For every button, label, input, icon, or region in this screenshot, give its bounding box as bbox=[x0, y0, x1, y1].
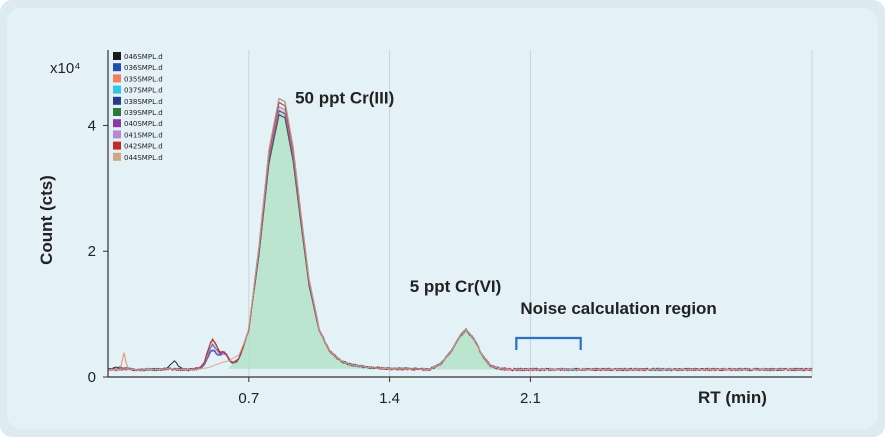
x-tick-label: 2.1 bbox=[520, 390, 541, 407]
x-axis-title: RT (min) bbox=[698, 388, 767, 407]
legend-label: 039SMPL.d bbox=[124, 109, 163, 117]
legend-label: 036SMPL.d bbox=[124, 64, 163, 72]
noise-region-bracket bbox=[515, 336, 582, 351]
legend-swatch bbox=[113, 119, 121, 128]
y-multiplier-label: x10⁴ bbox=[50, 60, 81, 77]
axes bbox=[107, 50, 812, 378]
y-tick-label: 2 bbox=[88, 243, 96, 260]
legend-label: 041SMPL.d bbox=[124, 131, 163, 139]
legend-swatch bbox=[113, 63, 121, 72]
chart-panel bbox=[7, 8, 878, 429]
peak-fill bbox=[228, 106, 501, 370]
series-lines bbox=[107, 97, 813, 372]
legend-swatch bbox=[113, 85, 121, 94]
peak-fill-cr6 bbox=[433, 329, 501, 370]
x-tick-label: 0.7 bbox=[238, 390, 259, 407]
legend-label: 035SMPL.d bbox=[124, 75, 163, 83]
legend-label: 040SMPL.d bbox=[124, 120, 163, 128]
series-line-044SMPL-d bbox=[108, 97, 812, 371]
series-line-039SMPL-d bbox=[107, 113, 813, 372]
y-axis-title: Count (cts) bbox=[37, 175, 56, 265]
legend-swatch bbox=[113, 74, 121, 83]
legend-swatch bbox=[113, 141, 121, 150]
gridlines bbox=[248, 50, 813, 377]
legend-label: 037SMPL.d bbox=[124, 87, 163, 95]
tick-labels: 0 2 4 0.7 1.4 2.1 bbox=[88, 117, 541, 407]
legend-label: 044SMPL.d bbox=[124, 154, 163, 162]
legend-swatch bbox=[113, 96, 121, 105]
series-line-035SMPL-d bbox=[107, 105, 813, 372]
series-line-040SMPL-d bbox=[107, 109, 813, 372]
annotation-1: 5 ppt Cr(VI) bbox=[410, 277, 502, 296]
series-line-046SMPL-d bbox=[107, 113, 813, 372]
peak-fill-cr3 bbox=[228, 106, 370, 369]
legend: 046SMPL.d 036SMPL.d 035SMPL.d 037SMPL.d 038S… bbox=[113, 52, 163, 162]
x-tick-label: 1.4 bbox=[379, 390, 400, 407]
series-line-042SMPL-d bbox=[107, 101, 813, 372]
y-tick-label: 0 bbox=[88, 369, 96, 386]
legend-label: 038SMPL.d bbox=[124, 98, 163, 106]
legend-swatch bbox=[113, 52, 121, 60]
legend-swatch bbox=[113, 108, 121, 116]
legend-swatch bbox=[113, 152, 121, 161]
series-line-036SMPL-d bbox=[107, 109, 813, 372]
series-line-041SMPL-d bbox=[107, 105, 813, 372]
y-tick-label: 4 bbox=[88, 117, 96, 134]
legend-label: 046SMPL.d bbox=[124, 53, 163, 61]
legend-label: 042SMPL.d bbox=[124, 143, 163, 151]
annotation-2: Noise calculation region bbox=[520, 299, 717, 318]
legend-swatch bbox=[113, 130, 121, 139]
annotation-0: 50 ppt Cr(III) bbox=[295, 88, 394, 107]
series-line-038SMPL-d bbox=[107, 97, 813, 372]
series-line-037SMPL-d bbox=[107, 101, 813, 372]
annotations: 50 ppt Cr(III) 5 ppt Cr(VI) Noise calculat… bbox=[295, 88, 717, 351]
